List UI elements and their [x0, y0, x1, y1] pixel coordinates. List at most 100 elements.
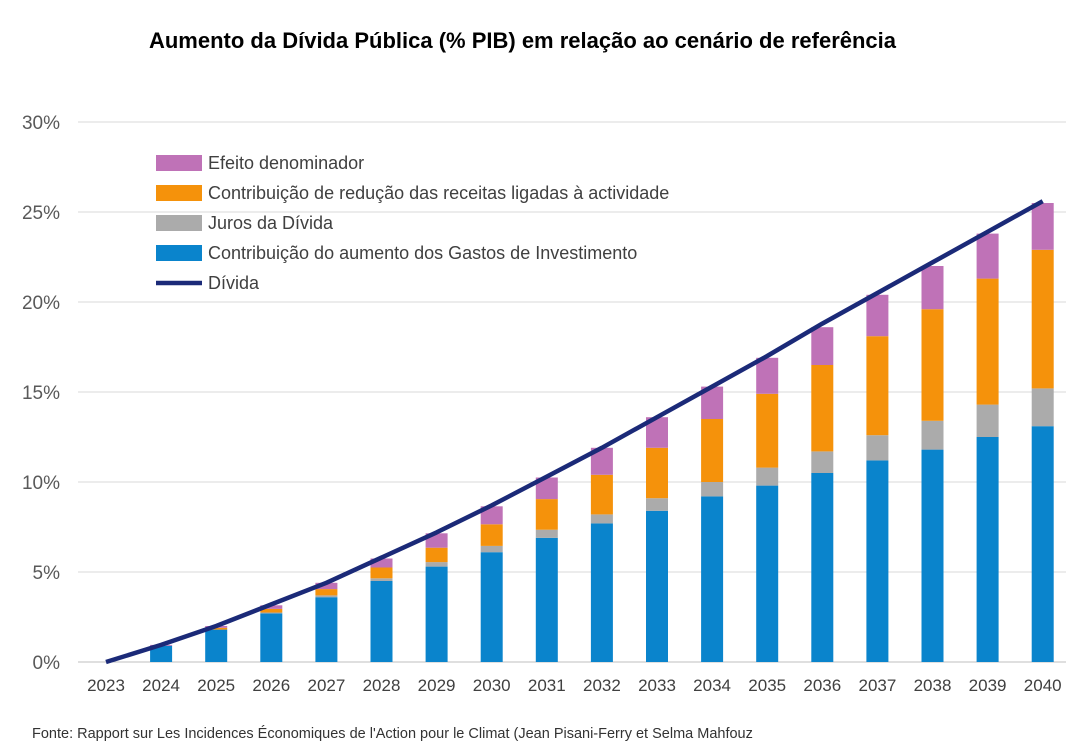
bar-segment: [1031, 203, 1054, 250]
bar-segment: [535, 537, 558, 662]
bar-segment: [921, 449, 944, 662]
debt-line-path: [105, 199, 1044, 665]
legend-label: Juros da Dívida: [208, 213, 334, 233]
bar-segment: [866, 336, 889, 436]
bar-segment: [535, 477, 558, 500]
legend-item: Juros da Dívida: [156, 213, 334, 233]
x-tick-label: 2031: [528, 676, 566, 695]
bar-segment: [1031, 249, 1054, 389]
bar-segment: [756, 485, 779, 662]
bar-segment: [756, 393, 779, 468]
x-tick-label: 2025: [197, 676, 235, 695]
bar-segment: [590, 447, 613, 475]
bar-segment: [535, 529, 558, 538]
bar-segment: [866, 460, 889, 662]
bar-segment: [756, 357, 779, 394]
bar-segment: [425, 547, 448, 563]
bar-segment: [590, 523, 613, 662]
bar-segment: [701, 419, 724, 482]
bar-segment: [260, 605, 283, 609]
legend-swatch: [156, 245, 202, 261]
bar-segment: [590, 474, 613, 515]
bar-segment: [646, 510, 668, 662]
bar-segment: [921, 266, 944, 310]
x-tick-label: 2034: [693, 676, 731, 695]
y-tick-label: 0%: [33, 653, 61, 674]
x-tick-label: 2029: [418, 676, 456, 695]
bar-segment: [590, 514, 613, 524]
x-tick-label: 2036: [803, 676, 841, 695]
bar-segment: [811, 451, 834, 473]
y-tick-label: 25%: [22, 203, 60, 224]
x-tick-label: 2037: [858, 676, 896, 695]
y-tick-label: 15%: [22, 383, 60, 404]
bar-segment: [315, 589, 338, 596]
x-tick-label: 2035: [748, 676, 786, 695]
bar-segment: [646, 417, 668, 448]
bar-segment: [811, 327, 834, 365]
legend-swatch: [156, 155, 202, 171]
bar-segment: [866, 435, 889, 461]
x-tick-label: 2038: [914, 676, 952, 695]
legend-item: Dívida: [156, 273, 260, 293]
bar-segment: [866, 294, 889, 337]
bar-segment: [1031, 426, 1054, 662]
bar-segment: [811, 365, 834, 452]
bar-segment: [150, 645, 173, 662]
legend-label: Contribuição de redução das receitas lig…: [208, 183, 669, 203]
bar-segment: [480, 552, 503, 662]
bar-segment: [756, 467, 779, 486]
bar-segment: [315, 582, 338, 590]
bars: [150, 203, 1054, 662]
x-tick-label: 2039: [969, 676, 1007, 695]
legend: Efeito denominador Contribuição de reduçã…: [156, 153, 669, 293]
legend-label: Dívida: [208, 273, 260, 293]
x-tick-label: 2027: [307, 676, 345, 695]
bar-segment: [1031, 388, 1054, 427]
legend-label: Efeito denominador: [208, 153, 364, 173]
x-tick-label: 2026: [252, 676, 290, 695]
source-note: Fonte: Rapport sur Les Incidences Économ…: [32, 726, 753, 742]
bar-segment: [976, 404, 999, 437]
bar-segment: [425, 566, 448, 662]
x-tick-label: 2023: [87, 676, 125, 695]
bar-segment: [701, 496, 724, 662]
bar-segment: [205, 627, 228, 630]
bar-segment: [976, 233, 999, 279]
bar-segment: [260, 613, 283, 662]
bar-segment: [535, 499, 558, 530]
bar-segment: [976, 278, 999, 405]
y-tick-label: 20%: [22, 293, 60, 314]
bar-segment: [921, 420, 944, 450]
bar-segment: [370, 567, 393, 579]
bar-segment: [480, 524, 503, 546]
legend-item: Efeito denominador: [156, 153, 364, 173]
bar-segment: [205, 629, 228, 662]
x-tick-label: 2032: [583, 676, 621, 695]
chart-title: Aumento da Dívida Pública (% PIB) em rel…: [148, 28, 897, 53]
x-tick-label: 2040: [1024, 676, 1062, 695]
bar-segment: [370, 558, 393, 568]
y-axis-tick-labels: 0% 5% 10% 15% 20% 25% 30%: [22, 113, 60, 674]
bar-segment: [370, 581, 393, 662]
legend-label: Contribuição do aumento dos Gastos de In…: [208, 243, 637, 263]
y-tick-label: 5%: [33, 563, 61, 584]
bar-segment: [260, 608, 283, 613]
x-tick-label: 2033: [638, 676, 676, 695]
x-tick-label: 2028: [363, 676, 401, 695]
bar-segment: [646, 447, 668, 499]
bar-segment: [425, 562, 448, 567]
bar-segment: [480, 545, 503, 553]
bar-segment: [315, 597, 338, 662]
legend-swatch: [156, 215, 202, 231]
debt-line: [105, 199, 1044, 665]
legend-item: Contribuição de redução das receitas lig…: [156, 183, 669, 203]
legend-swatch: [156, 185, 202, 201]
gridlines: [78, 121, 1066, 663]
bar-segment: [811, 473, 834, 662]
bar-segment: [480, 506, 503, 525]
bar-segment: [921, 309, 944, 421]
bar-segment: [976, 437, 999, 662]
bar-segment: [701, 482, 724, 497]
